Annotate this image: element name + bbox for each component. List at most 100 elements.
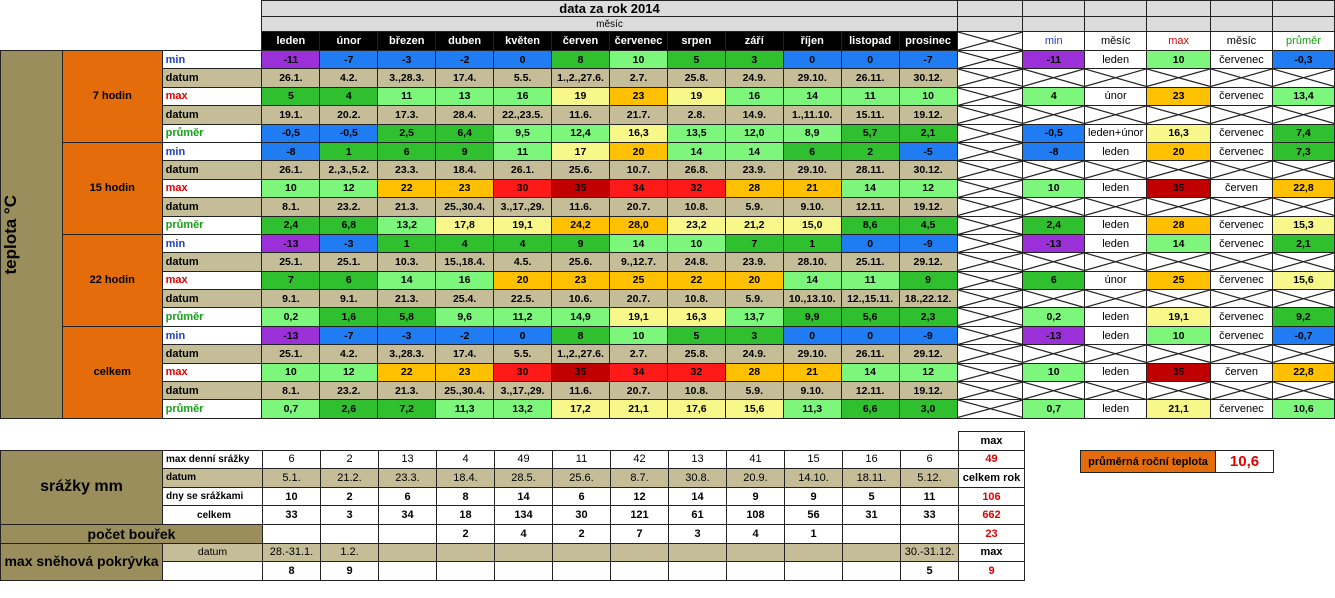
- summary-month-cell: leden: [1084, 399, 1148, 419]
- summary-value-cell: 10: [1022, 362, 1086, 383]
- precip-value-cell: 8.7.: [610, 468, 669, 488]
- month-header: listopad: [840, 31, 900, 51]
- row-label: průměr: [161, 399, 263, 419]
- value-cell: 16: [435, 270, 495, 291]
- summary-month-cell: červen: [1210, 362, 1273, 383]
- cross-icon: [1273, 161, 1334, 178]
- summary-month-cell: leden: [1084, 178, 1148, 199]
- empty-cross-cell: [1146, 68, 1211, 88]
- value-cell: 14: [840, 178, 900, 199]
- precip-value-cell: 2: [320, 486, 379, 507]
- summary-value-cell: 28: [1146, 215, 1211, 235]
- summary-value-cell: 10,6: [1271, 399, 1335, 419]
- cross-icon: [1147, 382, 1210, 399]
- snow-value-cell: 8: [262, 561, 321, 581]
- empty-cross-cell: [1146, 105, 1211, 125]
- table-row: datum 26.1. 2.,3.,5.2. 23.3. 18.4. 26.1. 25.6.…: [1, 160, 1335, 180]
- empty-cross-cell: [1271, 289, 1335, 309]
- date-cell: 2.7.: [609, 344, 668, 364]
- snow-date-cell: [784, 542, 843, 563]
- empty-cross-cell: [1146, 344, 1211, 364]
- empty-cross-cell: [956, 381, 1024, 401]
- summary-value-cell: 19,1: [1146, 307, 1211, 327]
- empty-cross-cell: [1084, 68, 1148, 88]
- value-cell: 7: [724, 233, 784, 254]
- snow-date-cell: [378, 542, 437, 563]
- month-header: květen: [493, 31, 553, 51]
- precip-summary-cell: 49: [958, 449, 1025, 470]
- date-cell: 10.,13.10.: [782, 289, 842, 309]
- date-cell: 5.9.: [724, 197, 784, 217]
- value-cell: 0: [493, 49, 553, 70]
- value-cell: 14: [666, 141, 726, 162]
- storm-value-cell: [842, 523, 901, 544]
- summary-month-cell: červenec: [1210, 215, 1273, 235]
- summary-header: min: [1022, 31, 1086, 51]
- value-cell: 23,2: [666, 215, 726, 235]
- snow-date-cell: 30.-31.12.: [900, 542, 959, 563]
- date-cell: 4.2.: [319, 344, 379, 364]
- empty-cross-cell: [1210, 344, 1273, 364]
- empty-cross-cell: [1271, 160, 1335, 180]
- value-cell: -2: [435, 325, 495, 346]
- precip-value-cell: 42: [610, 449, 669, 470]
- precip-value-cell: 14: [494, 486, 553, 507]
- value-cell: -5: [898, 141, 958, 162]
- value-cell: 8: [551, 49, 610, 70]
- date-cell: 28.11.: [840, 160, 900, 180]
- precip-row-label: datum: [162, 468, 263, 488]
- row-label: max: [161, 86, 263, 107]
- row-label: min: [161, 49, 263, 70]
- value-cell: 10: [261, 178, 321, 199]
- snow-label: max sněhová pokrývka: [0, 542, 163, 581]
- date-cell: 23.2.: [319, 197, 379, 217]
- summary-header: max: [1146, 31, 1211, 51]
- precip-value-cell: 15: [784, 449, 843, 470]
- precipitation-table: max srážky mm max denní srážky 6 2 13 4 49 11 42 1…: [0, 431, 1025, 581]
- cross-icon: [1273, 69, 1334, 86]
- value-cell: 16,3: [666, 307, 726, 327]
- date-cell: 21.7.: [609, 105, 668, 125]
- title-extension: [956, 0, 1024, 17]
- empty-cross-cell: [1271, 68, 1335, 88]
- summary-header: průměr: [1271, 31, 1335, 51]
- value-cell: 21,1: [609, 399, 668, 419]
- date-cell: 1.,2.,27.6.: [551, 344, 610, 364]
- date-cell: 18.,22.12.: [898, 289, 958, 309]
- summary-value-cell: -8: [1022, 141, 1086, 162]
- temperature-side-label: teplota °C: [0, 50, 63, 419]
- date-cell: 26.1.: [261, 68, 321, 88]
- summary-value-cell: -0,7: [1271, 325, 1335, 346]
- month-header: únor: [319, 31, 379, 51]
- empty-cross-cell: [1210, 105, 1273, 125]
- precip-row-label: celkem: [162, 505, 263, 525]
- value-cell: 21,2: [724, 215, 784, 235]
- value-cell: 4,5: [898, 215, 958, 235]
- precip-value-cell: 6: [900, 449, 959, 470]
- date-cell: 25.1.: [319, 252, 379, 272]
- precip-value-cell: 5.12.: [900, 468, 959, 488]
- cross-icon: [1147, 290, 1210, 307]
- date-cell: 14.9.: [724, 105, 784, 125]
- value-cell: 28,0: [609, 215, 668, 235]
- cross-icon: [1085, 253, 1146, 270]
- value-cell: 5,7: [840, 123, 900, 143]
- value-cell: 23: [435, 362, 495, 383]
- date-cell: 30.12.: [898, 160, 958, 180]
- date-cell: 23.9.: [724, 252, 784, 272]
- empty-cross-cell: [956, 160, 1024, 180]
- cross-icon: [1085, 161, 1146, 178]
- date-cell: 12.,15.11.: [840, 289, 900, 309]
- date-cell: 26.11.: [840, 68, 900, 88]
- snow-date-cell: [842, 542, 901, 563]
- precip-value-cell: 30: [552, 505, 611, 525]
- cross-icon: [1273, 253, 1334, 270]
- date-cell: 12.11.: [840, 381, 900, 401]
- yearly-average-box: průměrná roční teplota 10,6: [1080, 450, 1274, 473]
- value-cell: 17,8: [435, 215, 495, 235]
- value-cell: 0,2: [261, 307, 321, 327]
- summary-value-cell: -0,5: [1022, 123, 1086, 143]
- cross-icon: [1023, 198, 1084, 215]
- snow-empty-cell: [162, 561, 263, 581]
- value-cell: 11,3: [435, 399, 495, 419]
